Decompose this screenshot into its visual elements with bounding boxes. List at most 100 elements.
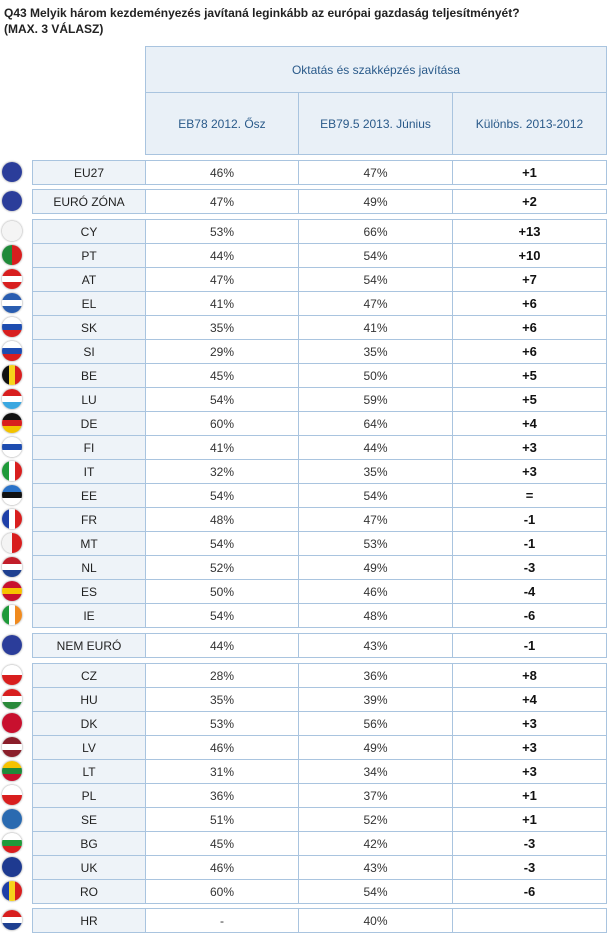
cell: 46% <box>145 855 299 880</box>
flag-icon <box>2 269 22 289</box>
country-label: EURÓ ZÓNA <box>32 189 146 214</box>
cell: 56% <box>298 711 453 736</box>
cell: 51% <box>145 807 299 832</box>
cell: = <box>452 483 607 508</box>
cell: -1 <box>452 507 607 532</box>
flag-icon <box>2 581 22 601</box>
cell: +13 <box>452 219 607 244</box>
country-label: CY <box>32 219 146 244</box>
flag-icon <box>2 761 22 781</box>
title: Q43 Melyik három kezdeményezés javítaná … <box>4 6 520 20</box>
cell: 31% <box>145 759 299 784</box>
cell: +6 <box>452 291 607 316</box>
country-label: LV <box>32 735 146 760</box>
column-header: EB79.5 2013. Június <box>298 92 453 155</box>
cell: +6 <box>452 315 607 340</box>
cell: 44% <box>145 633 299 658</box>
country-label: MT <box>32 531 146 556</box>
cell: 34% <box>298 759 453 784</box>
flag-icon <box>2 191 22 211</box>
cell: 53% <box>145 219 299 244</box>
cell: 47% <box>145 189 299 214</box>
cell: 46% <box>298 579 453 604</box>
cell: -4 <box>452 579 607 604</box>
cell: +2 <box>452 189 607 214</box>
country-label: IE <box>32 603 146 628</box>
cell: 54% <box>145 483 299 508</box>
flag-icon <box>2 605 22 625</box>
cell: 35% <box>298 459 453 484</box>
flag-icon <box>2 437 22 457</box>
cell: 37% <box>298 783 453 808</box>
cell: 59% <box>298 387 453 412</box>
country-label: PT <box>32 243 146 268</box>
flag-icon <box>2 533 22 553</box>
flag-icon <box>2 365 22 385</box>
cell: -6 <box>452 603 607 628</box>
cell: +5 <box>452 363 607 388</box>
cell: -6 <box>452 879 607 904</box>
cell: 43% <box>298 633 453 658</box>
cell: - <box>145 908 299 933</box>
cell: 54% <box>298 243 453 268</box>
cell: +4 <box>452 687 607 712</box>
cell: 36% <box>145 783 299 808</box>
cell: +6 <box>452 339 607 364</box>
cell: +10 <box>452 243 607 268</box>
cell: 49% <box>298 555 453 580</box>
cell: +5 <box>452 387 607 412</box>
country-label: SE <box>32 807 146 832</box>
cell: 66% <box>298 219 453 244</box>
country-label: HR <box>32 908 146 933</box>
flag-icon <box>2 461 22 481</box>
cell: 35% <box>145 315 299 340</box>
cell: 29% <box>145 339 299 364</box>
flag-icon <box>2 293 22 313</box>
cell: -1 <box>452 633 607 658</box>
cell: +3 <box>452 459 607 484</box>
cell: 42% <box>298 831 453 856</box>
flag-icon <box>2 341 22 361</box>
cell: -1 <box>452 531 607 556</box>
group-header: Oktatás és szakképzés javítása <box>145 46 607 93</box>
country-label: DK <box>32 711 146 736</box>
cell: +1 <box>452 160 607 185</box>
cell: -3 <box>452 855 607 880</box>
cell: 35% <box>145 687 299 712</box>
cell: +3 <box>452 735 607 760</box>
cell: +8 <box>452 663 607 688</box>
column-header: EB78 2012. Ősz <box>145 92 299 155</box>
cell: 54% <box>145 387 299 412</box>
cell: 54% <box>298 267 453 292</box>
cell: 52% <box>145 555 299 580</box>
cell: 39% <box>298 687 453 712</box>
flag-icon <box>2 317 22 337</box>
cell: 54% <box>145 603 299 628</box>
cell: 48% <box>298 603 453 628</box>
cell: 64% <box>298 411 453 436</box>
cell: 47% <box>298 160 453 185</box>
country-label: RO <box>32 879 146 904</box>
country-label: IT <box>32 459 146 484</box>
flag-icon <box>2 162 22 182</box>
flag-icon <box>2 881 22 901</box>
flag-icon <box>2 910 22 930</box>
cell: +1 <box>452 807 607 832</box>
flag-icon <box>2 413 22 433</box>
flag-icon <box>2 809 22 829</box>
cell: 52% <box>298 807 453 832</box>
flag-icon <box>2 509 22 529</box>
country-label: EU27 <box>32 160 146 185</box>
cell: 32% <box>145 459 299 484</box>
country-label: HU <box>32 687 146 712</box>
country-label: SK <box>32 315 146 340</box>
cell: 60% <box>145 879 299 904</box>
flag-icon <box>2 689 22 709</box>
country-label: UK <box>32 855 146 880</box>
cell: +7 <box>452 267 607 292</box>
cell: +1 <box>452 783 607 808</box>
cell: -3 <box>452 831 607 856</box>
cell: 44% <box>145 243 299 268</box>
cell: 45% <box>145 363 299 388</box>
